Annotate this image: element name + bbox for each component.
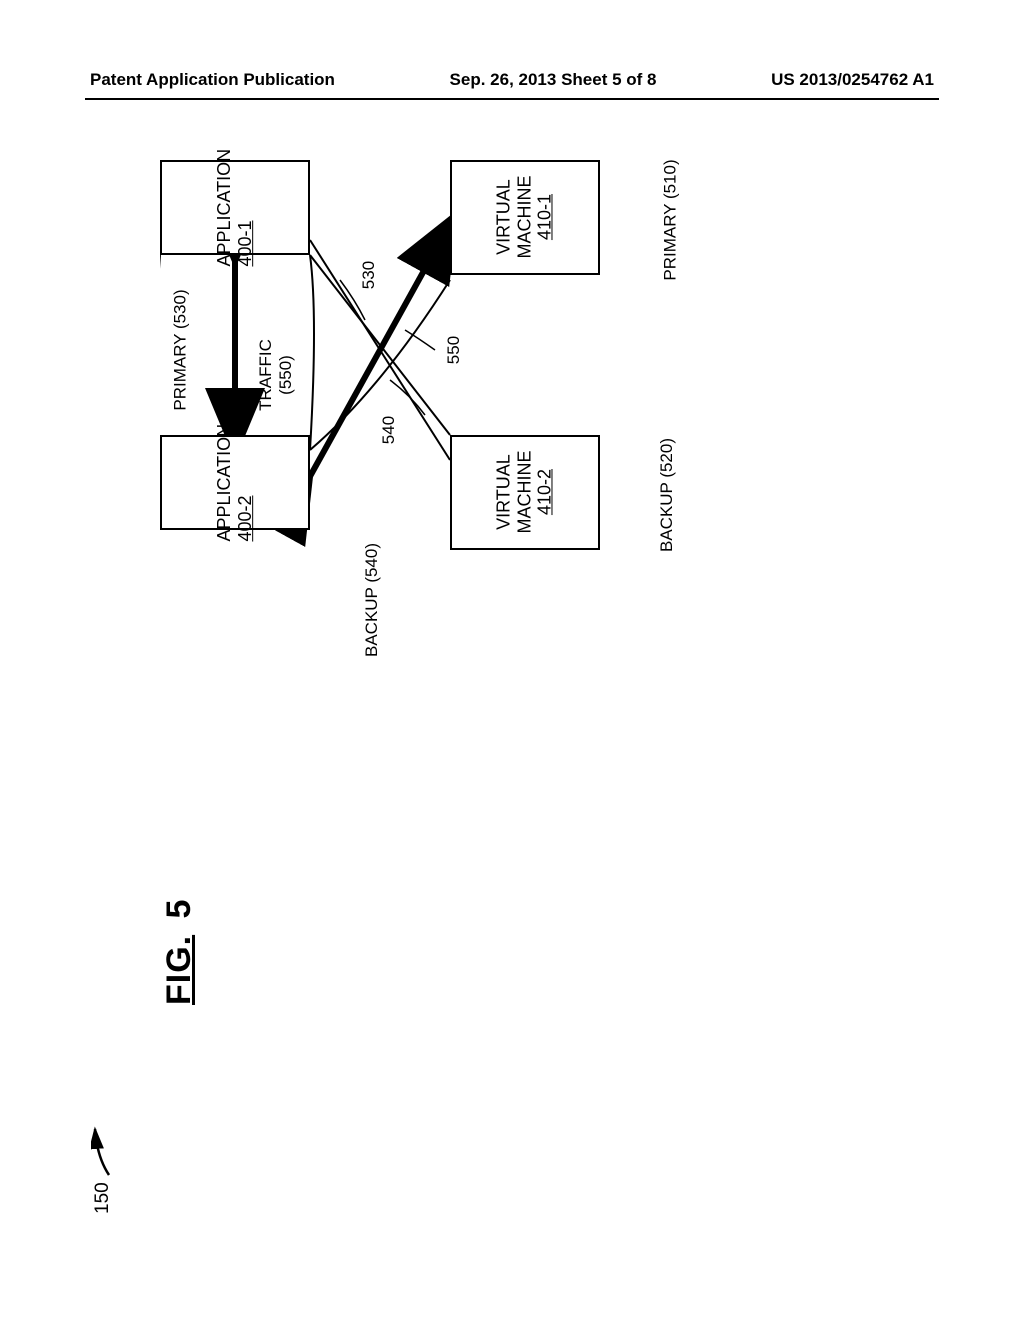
label-traffic-550-a: TRAFFIC xyxy=(256,339,275,411)
box-app1-ref: 400-1 xyxy=(235,220,255,266)
box-app2-ref: 400-2 xyxy=(235,495,255,541)
box-application-1: APPLICATION 400-1 xyxy=(160,160,310,255)
label-traffic-550-b: (550) xyxy=(276,355,295,395)
figure-ref-id-text: 150 xyxy=(92,1182,113,1214)
box-vm-1: VIRTUAL MACHINE 410-1 xyxy=(450,160,600,275)
box-vm1-ref: 410-1 xyxy=(535,194,555,240)
header-right: US 2013/0254762 A1 xyxy=(771,70,934,90)
box-vm1-title2: MACHINE xyxy=(515,176,535,259)
box-vm2-ref: 410-2 xyxy=(535,469,555,515)
box-vm2-title2: MACHINE xyxy=(515,451,535,534)
label-backup-540: BACKUP (540) xyxy=(362,543,382,657)
label-ref-550: 550 xyxy=(444,336,464,364)
header-rule xyxy=(85,98,939,100)
box-app2-title: APPLICATION xyxy=(214,424,234,542)
box-application-2: APPLICATION 400-2 xyxy=(160,435,310,530)
box-vm1-title: VIRTUAL xyxy=(494,180,514,256)
label-ref-540: 540 xyxy=(379,416,399,444)
figure-ref-id: 150 xyxy=(91,1117,115,1214)
box-vm-2: VIRTUAL MACHINE 410-2 xyxy=(450,435,600,550)
box-vm2-title: VIRTUAL xyxy=(494,455,514,531)
label-primary-530: PRIMARY (530) xyxy=(171,289,191,410)
label-primary-510: PRIMARY (510) xyxy=(661,159,681,280)
label-ref-530: 530 xyxy=(359,261,379,289)
ref-arrow-icon xyxy=(91,1117,115,1177)
box-app1-title: APPLICATION xyxy=(214,149,234,267)
label-traffic-550: TRAFFIC (550) xyxy=(256,339,296,411)
header-left: Patent Application Publication xyxy=(90,70,335,90)
page-header: Patent Application Publication Sep. 26, … xyxy=(0,70,1024,90)
figure-area: APPLICATION 400-1 APPLICATION 400-2 VIRT… xyxy=(160,160,720,980)
label-backup-520: BACKUP (520) xyxy=(657,438,677,552)
header-center: Sep. 26, 2013 Sheet 5 of 8 xyxy=(450,70,657,90)
